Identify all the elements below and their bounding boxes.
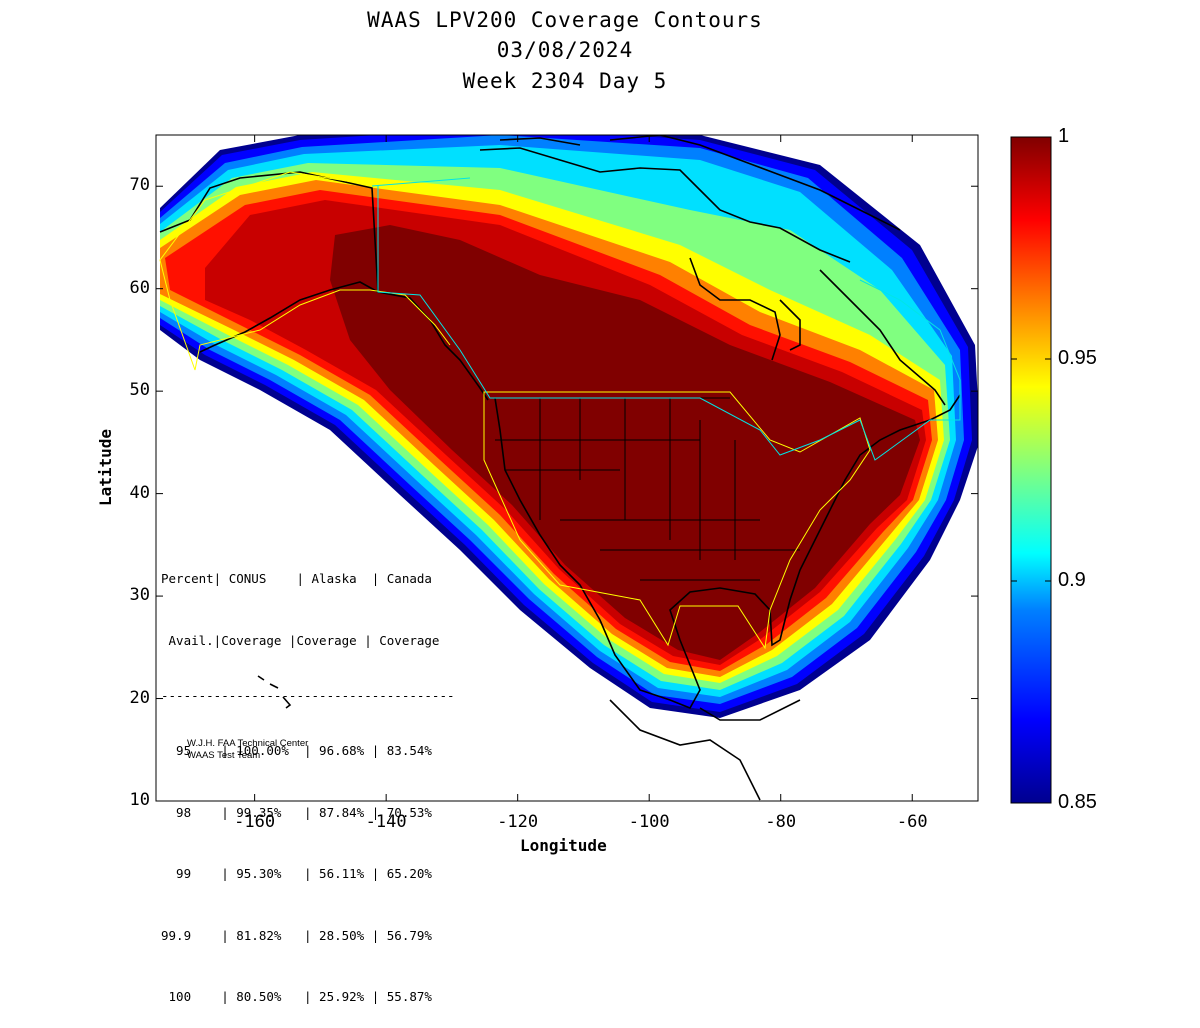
y-tick-label: 40 (129, 482, 150, 503)
colorbar-tick-label: 0.95 (1058, 347, 1097, 369)
coverage-stats-table: Percent| CONUS | Alaska | Canada Avail.|… (161, 528, 455, 1028)
axis-ticks (156, 135, 978, 802)
stats-row: 100 | 80.50% | 25.92% | 55.87% (161, 989, 432, 1004)
colorbar-tick-label: 0.85 (1058, 791, 1097, 813)
stats-row: 99.9 | 81.82% | 28.50% | 56.79% (161, 927, 432, 943)
colorbar-tick-label: 1 (1058, 125, 1070, 147)
us-state-borders (495, 397, 800, 581)
plot-frame (155, 134, 979, 802)
y-tick-label: 60 (129, 277, 150, 298)
chart-title-line-3: Week 2304 Day 5 (462, 69, 668, 93)
y-tick-label: 70 (129, 175, 150, 196)
mexico-central-america (609, 699, 801, 801)
x-tick-label: -140 (365, 812, 407, 832)
canada-region-boundary (371, 177, 961, 461)
stats-row: 95 | 100.00% | 96.68% | 83.54% (161, 743, 432, 758)
y-tick-label: 50 (129, 380, 150, 401)
conus-region-boundary (483, 391, 871, 650)
credit-line-1: W.J.H. FAA Technical Center (187, 738, 309, 749)
coverage-map (155, 134, 1052, 804)
stats-row: 99 | 95.30% | 56.11% | 65.20% (161, 866, 432, 881)
colorbar-tick-label: 0.9 (1058, 569, 1086, 591)
credit-line-2: WAAS Test Team (187, 750, 261, 761)
canada-arctic-coastline (479, 135, 901, 263)
x-tick-label: -100 (628, 812, 670, 832)
hawaii-islands (257, 675, 292, 709)
conus-coastline (494, 394, 961, 710)
hudson-bay-coastline (689, 257, 946, 406)
stats-header-1: Percent| CONUS | Alaska | Canada (161, 571, 432, 586)
alaska-region-boundary (159, 171, 451, 371)
x-tick-label: -160 (234, 812, 276, 832)
x-axis-label: Longitude (520, 836, 607, 855)
x-tick-label: -60 (896, 812, 928, 832)
y-tick-label: 30 (129, 585, 150, 606)
credit-text: W.J.H. FAA Technical Center WAAS Test Te… (187, 738, 308, 762)
x-tick-label: -120 (497, 812, 539, 832)
stats-header-2: Avail.|Coverage |Coverage | Coverage (161, 632, 440, 648)
y-tick-label: 20 (129, 687, 150, 708)
region-boundaries (159, 171, 871, 650)
y-axis-label: Latitude (96, 428, 116, 507)
x-tick-label: -80 (765, 812, 797, 832)
stats-divider: --------------------------------------- (161, 692, 455, 700)
stats-row: 98 | 99.35% | 87.84% | 70.53% (161, 804, 432, 820)
chart-title-line-2: 03/08/2024 (496, 38, 634, 62)
colorbar (1010, 136, 1052, 804)
colorbar-ticks (1011, 136, 1051, 804)
y-tick-label: 10 (129, 790, 150, 810)
chart-title-line-1: WAAS LPV200 Coverage Contours (367, 8, 763, 32)
